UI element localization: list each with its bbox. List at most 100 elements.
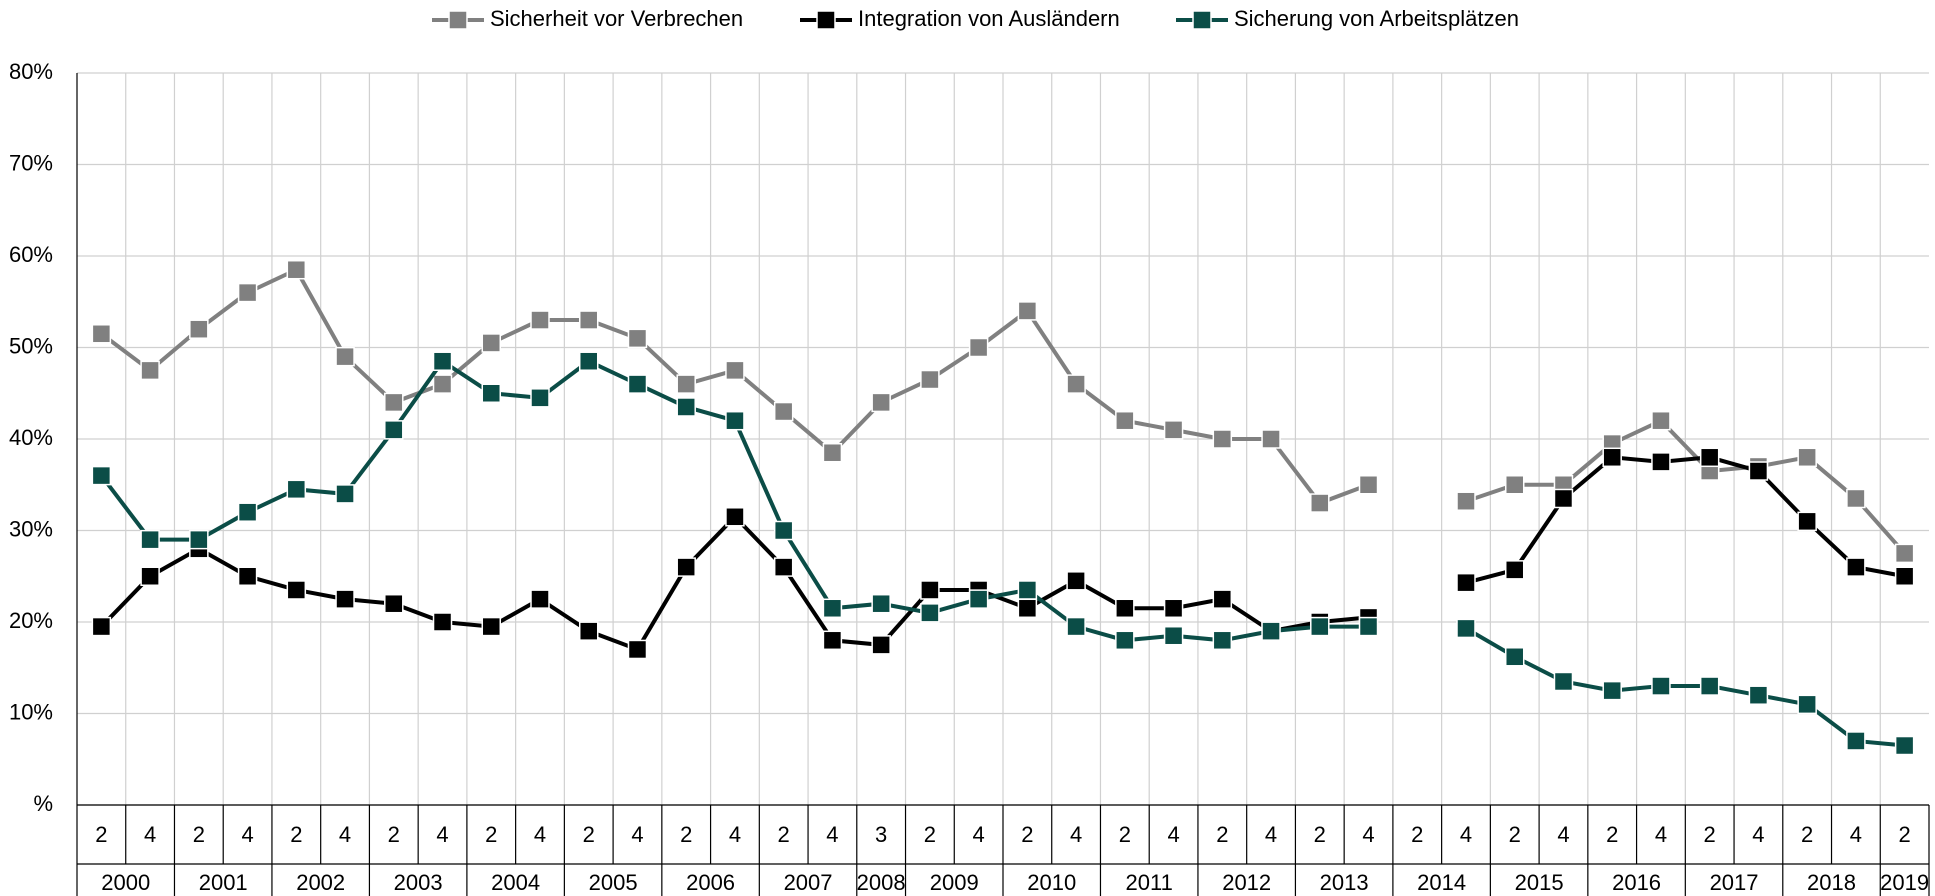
point-marker (189, 319, 209, 339)
year-label: 2006 (686, 870, 735, 895)
point-marker (237, 502, 258, 522)
point-marker (286, 259, 307, 280)
point-marker (1066, 616, 1086, 637)
point-marker (725, 507, 745, 527)
point-marker (1846, 557, 1866, 577)
point-marker (1212, 429, 1233, 449)
year-label: 2008 (857, 870, 906, 895)
point-marker (725, 360, 745, 381)
point-marker (432, 612, 453, 632)
x-tick-label: 2 (95, 822, 107, 847)
point-marker (1651, 452, 1671, 472)
x-tick-label: 4 (1557, 822, 1569, 847)
year-label: 2010 (1027, 870, 1076, 895)
point-marker (1504, 560, 1525, 580)
point-marker (1797, 447, 1817, 468)
point-marker (1602, 447, 1622, 468)
point-marker (920, 369, 940, 390)
legend-marker (816, 10, 836, 30)
y-tick-label: 60% (9, 242, 53, 267)
point-marker (822, 442, 843, 463)
point-marker (384, 593, 404, 614)
y-tick-label: 70% (9, 150, 53, 175)
point-marker (1212, 589, 1233, 609)
point-marker (1748, 461, 1769, 481)
point-marker (627, 328, 648, 349)
point-marker (1699, 676, 1720, 696)
point-marker (1163, 420, 1184, 440)
year-label: 2019 (1880, 870, 1929, 895)
point-marker (1212, 630, 1233, 651)
year-label: 2002 (296, 870, 345, 895)
y-tick-label: 30% (9, 516, 53, 541)
point-marker (1310, 493, 1330, 513)
x-tick-label: 2 (924, 822, 936, 847)
point-marker (1894, 566, 1915, 586)
point-marker (1797, 511, 1817, 532)
point-marker (91, 616, 112, 637)
point-marker (725, 410, 745, 431)
x-tick-label: 4 (1460, 822, 1472, 847)
year-label: 2007 (784, 870, 833, 895)
year-label: 2015 (1515, 870, 1564, 895)
point-marker (920, 603, 940, 623)
point-marker (773, 557, 794, 577)
year-label: 2009 (930, 870, 979, 895)
point-marker (1163, 625, 1184, 646)
point-marker (1358, 475, 1379, 495)
point-marker (1748, 685, 1769, 705)
y-tick-label: 80% (9, 59, 53, 84)
point-marker (676, 374, 696, 394)
point-marker (1456, 572, 1476, 593)
y-tick-label: 10% (9, 699, 53, 724)
point-marker (676, 557, 696, 577)
point-marker (1846, 731, 1866, 751)
x-tick-label: 2 (290, 822, 302, 847)
y-tick-label: 20% (9, 608, 53, 633)
point-marker (822, 630, 843, 651)
point-marker (871, 635, 891, 655)
point-marker (627, 639, 648, 660)
x-tick-label: 2 (1119, 822, 1131, 847)
x-tick-label: 4 (1655, 822, 1667, 847)
point-marker (481, 383, 502, 403)
x-tick-label: 2 (388, 822, 400, 847)
point-marker (1456, 491, 1476, 511)
point-marker (1066, 571, 1086, 591)
point-marker (1310, 616, 1330, 637)
point-marker (432, 351, 453, 371)
point-marker (1115, 598, 1135, 619)
point-marker (822, 598, 843, 619)
x-tick-label: 2 (1899, 822, 1911, 847)
point-marker (140, 529, 160, 550)
point-marker (384, 392, 404, 413)
point-marker (578, 310, 599, 330)
point-marker (1894, 735, 1915, 756)
x-tick-label: 4 (436, 822, 448, 847)
point-marker (335, 589, 355, 609)
x-tick-label: 4 (1265, 822, 1277, 847)
point-marker (1846, 488, 1866, 509)
point-marker (773, 401, 794, 422)
x-tick-label: 4 (973, 822, 985, 847)
point-marker (384, 420, 404, 440)
point-marker (481, 333, 502, 353)
point-marker (1602, 680, 1622, 701)
point-marker (237, 282, 258, 303)
point-marker (1017, 598, 1038, 619)
x-tick-label: 2 (583, 822, 595, 847)
year-label: 2004 (491, 870, 540, 895)
year-label: 2012 (1222, 870, 1271, 895)
point-marker (920, 580, 940, 600)
x-tick-label: 2 (778, 822, 790, 847)
legend-marker (1192, 10, 1212, 30)
point-marker (871, 392, 891, 413)
x-tick-label: 4 (729, 822, 741, 847)
point-marker (968, 589, 989, 609)
point-marker (335, 346, 355, 367)
x-tick-label: 4 (1752, 822, 1764, 847)
point-marker (1358, 616, 1379, 637)
x-tick-label: 4 (1850, 822, 1862, 847)
x-tick-label: 3 (875, 822, 887, 847)
